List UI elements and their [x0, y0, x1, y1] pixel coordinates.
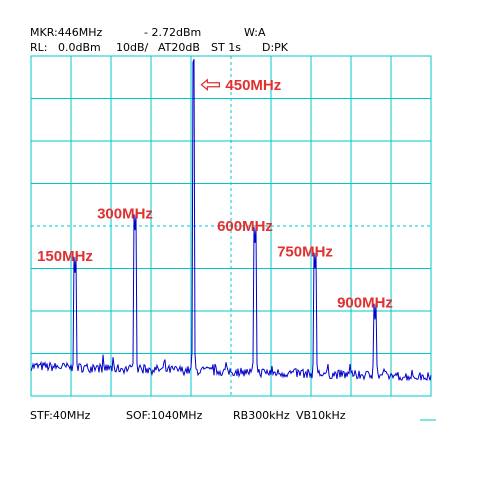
- marker-pointer-icon: [200, 78, 220, 92]
- peak-label-300mhz: 300MHz: [97, 205, 153, 222]
- start-frequency: STF:40MHz: [30, 409, 91, 422]
- marker-readout: MKR:446MHz: [30, 26, 103, 39]
- stop-frequency: SOF:1040MHz: [126, 409, 203, 422]
- scale-per-div: 10dB/: [116, 41, 149, 54]
- detector-mode: D:PK: [262, 41, 289, 54]
- marker-level: - 2.72dBm: [144, 26, 202, 39]
- peak-label-446mhz: 450MHz: [225, 77, 281, 94]
- peak-label-750mhz: 750MHz: [277, 244, 333, 261]
- peak-label-600mhz: 600MHz: [217, 218, 273, 235]
- peak-label-150mhz: 150MHz: [37, 248, 93, 265]
- ref-level: RL: 0.0dBm: [30, 41, 101, 54]
- attenuation: AT20dB: [158, 41, 200, 54]
- grid: [30, 55, 432, 397]
- display-mode: W:A: [244, 26, 266, 39]
- spectrum-trace: [30, 59, 432, 382]
- video-bandwidth: VB10kHz: [296, 409, 346, 422]
- peak-label-900mhz: 900MHz: [337, 295, 393, 312]
- resolution-bandwidth: RB300kHz: [233, 409, 290, 422]
- sweep-time: ST 1s: [211, 41, 241, 54]
